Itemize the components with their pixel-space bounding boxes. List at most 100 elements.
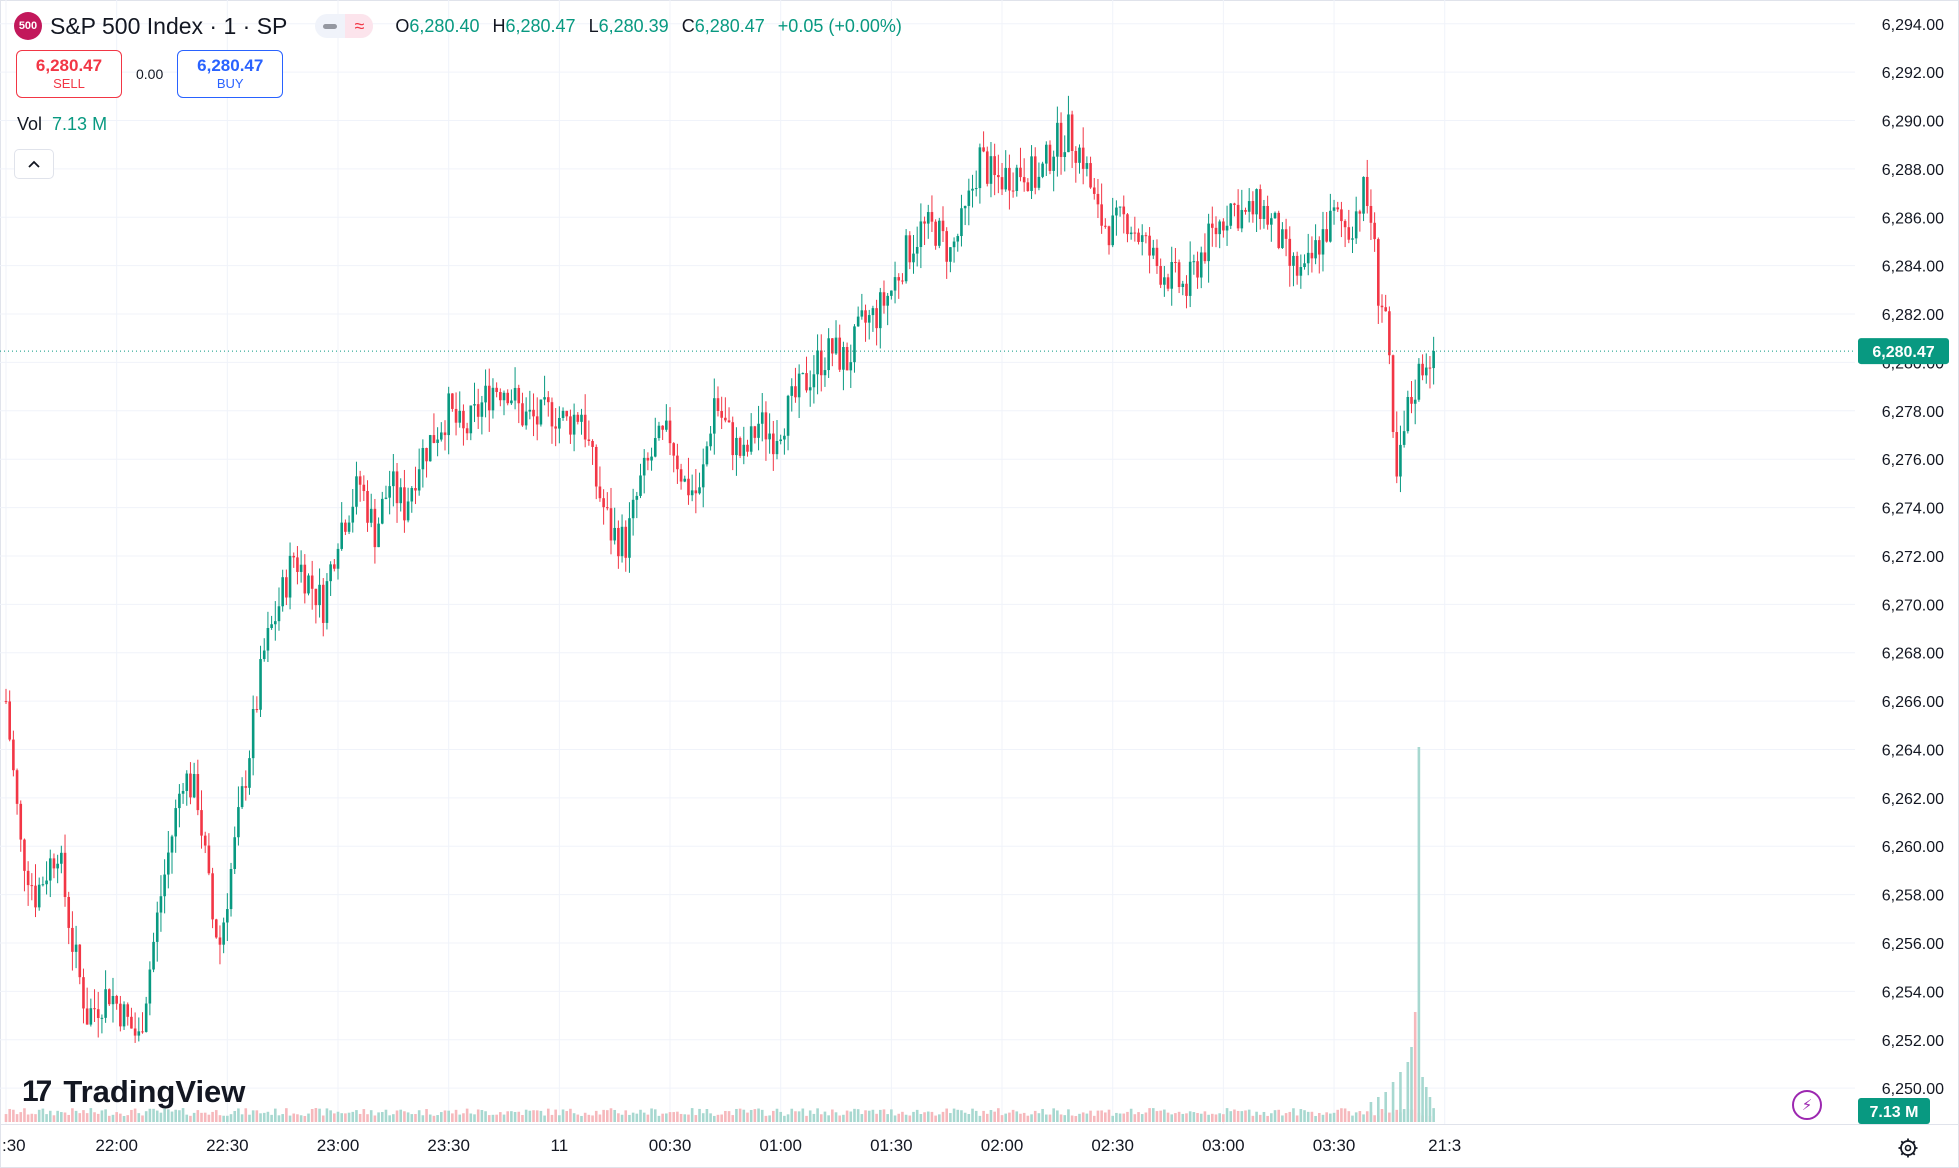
volume-value: 7.13 M <box>52 114 108 134</box>
volume-bar <box>181 1108 185 1122</box>
volume-bar <box>1413 1012 1417 1122</box>
candle <box>392 454 395 507</box>
volume-bar <box>779 1111 782 1122</box>
price-tick-label: 6,256.00 <box>1882 936 1944 953</box>
candle <box>517 384 521 424</box>
price-tick-label: 6,264.00 <box>1882 742 1944 759</box>
volume-bar <box>395 1110 399 1122</box>
candle <box>587 420 591 446</box>
collapse-legend-button[interactable] <box>14 149 54 179</box>
volume-bar <box>255 1110 259 1122</box>
candle <box>1199 246 1203 289</box>
volume-bar <box>772 1110 775 1122</box>
candle <box>410 486 414 513</box>
volume-bar <box>528 1110 532 1122</box>
candle <box>1129 226 1133 240</box>
candle <box>52 853 56 879</box>
time-tick-label: 00:30 <box>649 1136 692 1155</box>
candle <box>1273 211 1277 219</box>
candle <box>1329 193 1332 243</box>
spread-value: 0.00 <box>136 66 164 82</box>
compare-icon[interactable]: ≈ <box>345 14 374 38</box>
volume-bar <box>952 1108 956 1122</box>
settings-button[interactable] <box>1894 1134 1922 1162</box>
candle <box>196 759 200 816</box>
volume-bar <box>226 1115 229 1122</box>
candle <box>746 439 749 457</box>
volume-bar <box>1196 1113 1199 1122</box>
candle <box>82 968 85 1024</box>
tradingview-logo[interactable]: 17 TradingView <box>22 1074 245 1110</box>
price-axis[interactable]: 6,250.00 6,252.00 6,254.00 6,256.00 6,258.00… <box>1882 17 1944 1098</box>
candle <box>904 229 908 284</box>
volume-bar <box>159 1112 163 1122</box>
candle <box>93 989 96 1022</box>
sell-button[interactable]: 6,280.47 SELL <box>16 50 122 98</box>
candle <box>89 998 93 1027</box>
candle <box>270 615 273 630</box>
volume-bar <box>923 1112 926 1122</box>
volume-bar <box>1244 1110 1247 1122</box>
time-tick-label: 02:30 <box>1091 1136 1134 1155</box>
volume-bar <box>248 1114 251 1122</box>
candle <box>67 891 71 945</box>
volume-bar <box>1270 1113 1273 1122</box>
time-axis[interactable]: :30 22:00 22:30 23:00 23:30 11 00:30 01:00 01:30… <box>0 1124 1959 1156</box>
volume-bar <box>414 1114 417 1122</box>
volume-bar <box>288 1115 292 1122</box>
candle <box>539 399 543 427</box>
buy-button[interactable]: 6,280.47 BUY <box>177 50 284 98</box>
candle <box>325 573 329 630</box>
candle <box>676 443 679 484</box>
candle <box>34 864 37 918</box>
legend-toggle-pill[interactable]: ≈ <box>315 14 374 38</box>
candle <box>115 994 118 1010</box>
candle <box>801 372 805 375</box>
volume-bar <box>141 1115 144 1122</box>
candle <box>1288 226 1292 287</box>
candle <box>945 227 948 279</box>
volume-bar <box>768 1115 771 1122</box>
lightning-bolt-icon[interactable]: ⚡ <box>1792 1090 1822 1120</box>
volume-bar <box>749 1109 753 1122</box>
candle <box>233 826 237 875</box>
volume-bar <box>82 1110 85 1122</box>
volume-bar <box>1185 1113 1188 1122</box>
volume-bar <box>705 1109 709 1122</box>
candle <box>712 378 716 455</box>
volume-bar <box>1384 1092 1387 1122</box>
volume-bar <box>606 1110 609 1122</box>
candlesticks <box>4 95 1435 1043</box>
candle <box>1251 191 1255 223</box>
candle <box>1432 336 1435 385</box>
volume-bar <box>941 1111 945 1122</box>
symbol-title[interactable]: S&P 500 Index · 1 · SP <box>50 12 288 39</box>
candle <box>938 217 941 249</box>
candle <box>329 561 332 596</box>
candle <box>823 357 827 387</box>
volume-bar <box>170 1111 174 1122</box>
candle <box>856 306 860 327</box>
volume-bar <box>259 1113 262 1122</box>
volume-bar <box>1192 1112 1196 1122</box>
candle <box>1314 224 1317 265</box>
candle <box>1428 356 1432 389</box>
candle <box>1089 156 1092 189</box>
hide-legend-icon[interactable] <box>315 23 345 29</box>
volume-bar <box>543 1115 546 1122</box>
volume-bar <box>1329 1113 1332 1122</box>
volume-bar <box>631 1112 635 1122</box>
volume-bar <box>1166 1112 1170 1122</box>
volume-bar <box>642 1112 646 1122</box>
volume-bar <box>783 1115 786 1122</box>
volume-bar <box>742 1109 746 1122</box>
time-tick-label: 21:3 <box>1428 1136 1461 1155</box>
volume-bar <box>639 1109 642 1122</box>
candle <box>277 587 281 631</box>
candle <box>794 367 797 403</box>
candle <box>1144 232 1148 244</box>
candle <box>1211 206 1214 247</box>
volume-bar <box>1332 1112 1336 1122</box>
candle <box>440 422 443 442</box>
